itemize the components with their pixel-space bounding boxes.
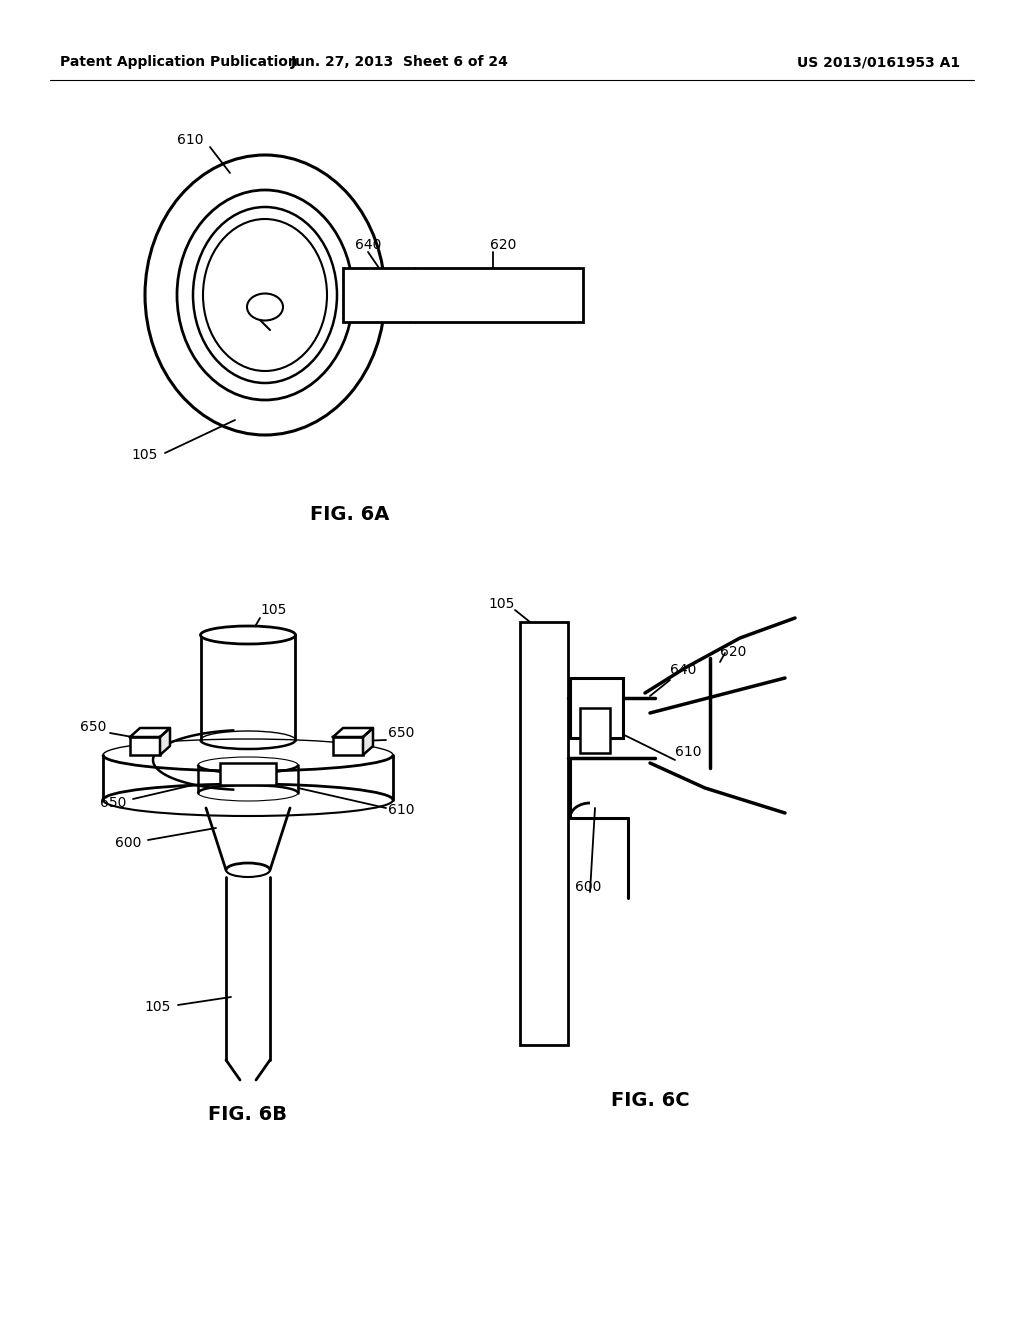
Text: 650: 650 [388, 726, 415, 741]
Text: Patent Application Publication: Patent Application Publication [60, 55, 298, 69]
Text: FIG. 6B: FIG. 6B [209, 1106, 288, 1125]
Text: 610: 610 [177, 133, 203, 147]
Polygon shape [160, 729, 170, 755]
Text: 610: 610 [675, 744, 701, 759]
Text: 650: 650 [80, 719, 106, 734]
Bar [343, 268, 583, 322]
Text: 640: 640 [670, 663, 696, 677]
Text: 600: 600 [115, 836, 141, 850]
Polygon shape [333, 729, 373, 737]
Text: 650: 650 [579, 681, 605, 696]
Text: FIG. 6A: FIG. 6A [310, 506, 390, 524]
Bar [580, 708, 610, 752]
Ellipse shape [201, 626, 296, 644]
Text: 610: 610 [388, 803, 415, 817]
Polygon shape [130, 729, 170, 737]
Text: FIG. 6C: FIG. 6C [610, 1090, 689, 1110]
Text: 105: 105 [260, 603, 287, 616]
Text: 640: 640 [354, 238, 381, 252]
Text: 650: 650 [99, 796, 126, 810]
Bar [520, 622, 568, 1045]
Text: 105: 105 [144, 1001, 171, 1014]
Text: 105: 105 [488, 597, 515, 611]
Text: 600: 600 [575, 880, 601, 894]
Text: 620: 620 [489, 238, 516, 252]
Text: Jun. 27, 2013  Sheet 6 of 24: Jun. 27, 2013 Sheet 6 of 24 [291, 55, 509, 69]
Polygon shape [362, 729, 373, 755]
Bar [333, 737, 362, 755]
Bar [220, 763, 276, 785]
Bar [570, 678, 623, 738]
Bar [130, 737, 160, 755]
Text: US 2013/0161953 A1: US 2013/0161953 A1 [797, 55, 961, 69]
Text: 105: 105 [132, 447, 158, 462]
Text: 620: 620 [720, 645, 746, 659]
